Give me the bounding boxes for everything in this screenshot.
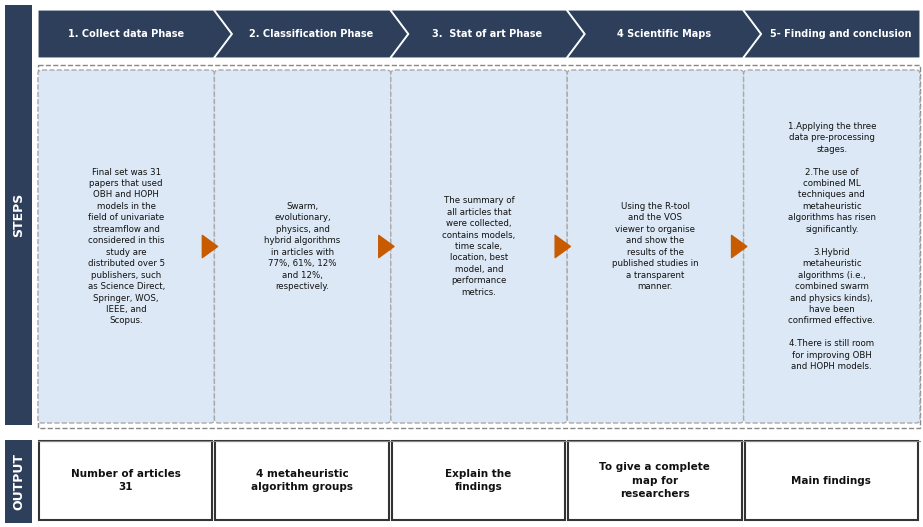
Polygon shape: [744, 10, 920, 58]
Polygon shape: [568, 10, 761, 58]
Text: 2. Classification Phase: 2. Classification Phase: [249, 29, 373, 39]
FancyBboxPatch shape: [214, 70, 390, 423]
FancyBboxPatch shape: [390, 70, 568, 423]
Polygon shape: [390, 10, 584, 58]
FancyBboxPatch shape: [215, 441, 389, 520]
Text: 4 metaheuristic
algorithm groups: 4 metaheuristic algorithm groups: [251, 469, 354, 492]
FancyBboxPatch shape: [745, 441, 918, 520]
Polygon shape: [214, 10, 408, 58]
FancyBboxPatch shape: [391, 441, 565, 520]
Text: 4 Scientific Maps: 4 Scientific Maps: [617, 29, 711, 39]
Text: Main findings: Main findings: [791, 475, 871, 485]
Text: To give a complete
map for
researchers: To give a complete map for researchers: [599, 462, 711, 499]
Text: STEPS: STEPS: [12, 193, 25, 237]
FancyBboxPatch shape: [744, 70, 920, 423]
FancyBboxPatch shape: [569, 441, 741, 520]
Text: Number of articles
31: Number of articles 31: [71, 469, 181, 492]
Text: 1. Collect data Phase: 1. Collect data Phase: [67, 29, 184, 39]
Text: Explain the
findings: Explain the findings: [446, 469, 511, 492]
Text: Swarm,
evolutionary,
physics, and
hybrid algorithms
in articles with
77%, 61%, 1: Swarm, evolutionary, physics, and hybrid…: [265, 202, 341, 291]
FancyArrowPatch shape: [378, 236, 394, 258]
Polygon shape: [38, 10, 232, 58]
Text: OUTPUT: OUTPUT: [12, 453, 25, 510]
FancyArrowPatch shape: [202, 236, 218, 258]
FancyArrowPatch shape: [555, 236, 570, 258]
FancyBboxPatch shape: [568, 70, 744, 423]
Text: The summary of
all articles that
were collected,
contains models,
time scale,
lo: The summary of all articles that were co…: [442, 196, 516, 297]
Text: 5- Finding and conclusion: 5- Finding and conclusion: [770, 29, 912, 39]
FancyBboxPatch shape: [38, 70, 214, 423]
Text: Using the R-tool
and the VOS
viewer to organise
and show the
results of the
publ: Using the R-tool and the VOS viewer to o…: [612, 202, 699, 291]
FancyBboxPatch shape: [39, 441, 212, 520]
FancyArrowPatch shape: [732, 236, 747, 258]
FancyBboxPatch shape: [5, 440, 32, 523]
FancyBboxPatch shape: [5, 5, 32, 425]
Text: 1.Applying the three
data pre-processing
stages.

2.The use of
combined ML
techn: 1.Applying the three data pre-processing…: [787, 122, 876, 371]
Text: Final set was 31
papers that used
OBH and HOPH
models in the
field of univariate: Final set was 31 papers that used OBH an…: [88, 168, 165, 326]
Text: 3.  Stat of art Phase: 3. Stat of art Phase: [433, 29, 543, 39]
